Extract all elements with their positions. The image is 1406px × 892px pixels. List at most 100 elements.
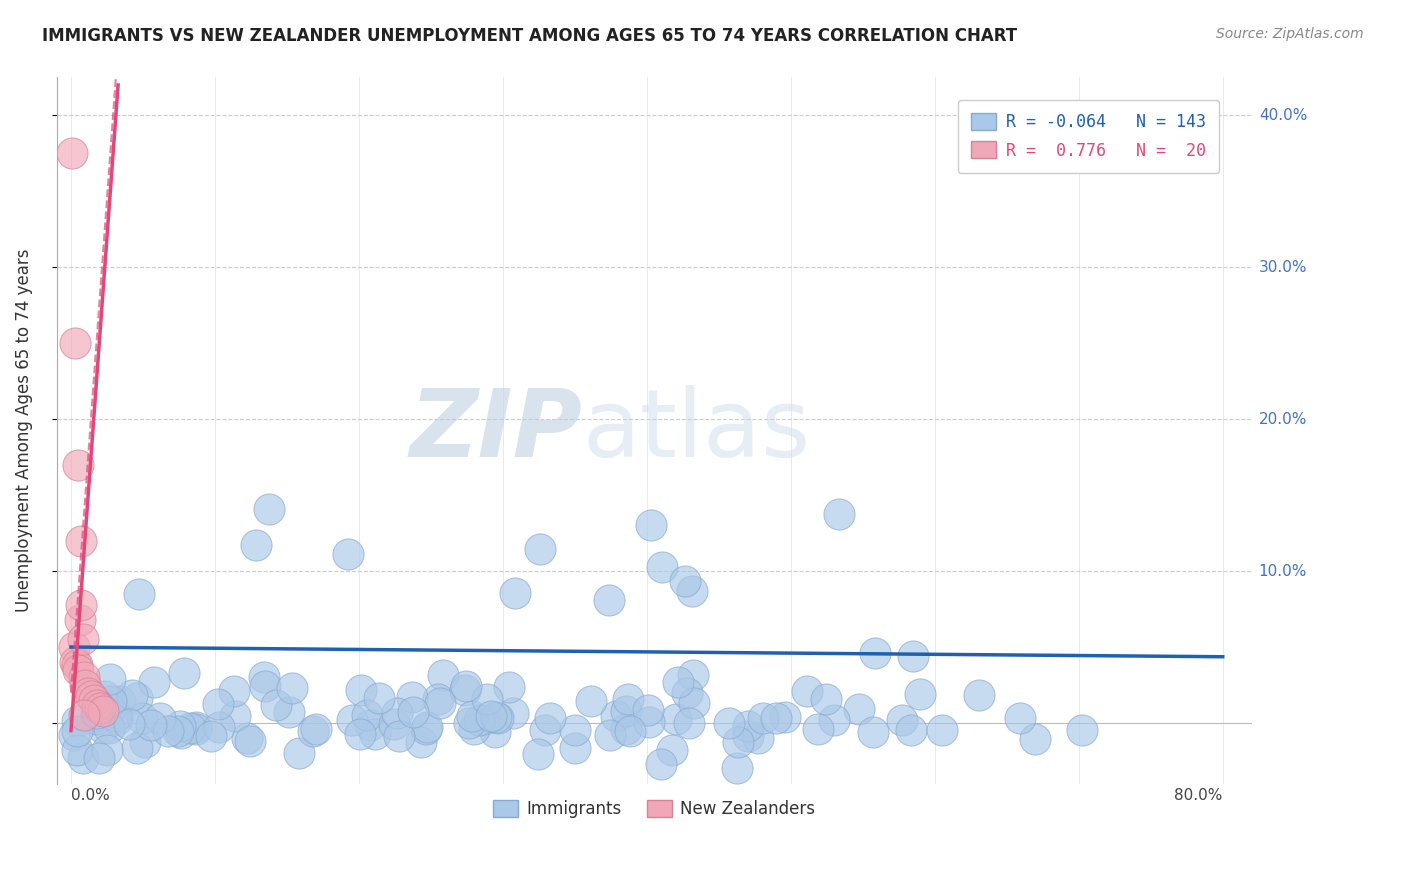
Point <box>502 706 524 720</box>
Point <box>823 713 845 727</box>
Point <box>747 731 769 745</box>
Point <box>678 715 700 730</box>
Point <box>86 698 108 712</box>
Point <box>429 696 451 710</box>
Point <box>264 698 287 713</box>
Point <box>86 712 108 726</box>
Point <box>254 680 277 694</box>
Point <box>75 678 97 692</box>
Point <box>807 723 830 737</box>
Point <box>665 712 688 726</box>
Point <box>66 724 89 739</box>
Point <box>773 710 796 724</box>
Point <box>751 711 773 725</box>
Point <box>967 688 990 702</box>
Point <box>166 724 188 739</box>
Point <box>86 697 108 711</box>
Point <box>467 713 489 727</box>
Point <box>278 705 301 719</box>
Point <box>67 663 90 677</box>
Point <box>411 734 433 748</box>
Point <box>416 720 439 734</box>
Point <box>579 694 602 708</box>
Point <box>725 761 748 775</box>
Point <box>564 741 586 756</box>
Point <box>614 723 637 737</box>
Point <box>359 718 381 732</box>
Point <box>208 720 231 734</box>
Point <box>169 719 191 733</box>
Point <box>848 702 870 716</box>
Point <box>100 694 122 708</box>
Point <box>143 675 166 690</box>
Point <box>737 719 759 733</box>
Point <box>139 718 162 732</box>
Point <box>533 723 555 737</box>
Point <box>676 686 699 700</box>
Point <box>727 735 749 749</box>
Point <box>1008 711 1031 725</box>
Point <box>336 547 359 561</box>
Point <box>128 587 150 601</box>
Y-axis label: Unemployment Among Ages 65 to 74 years: Unemployment Among Ages 65 to 74 years <box>15 249 32 612</box>
Point <box>118 717 141 731</box>
Point <box>105 712 128 726</box>
Point <box>485 710 508 724</box>
Text: 20.0%: 20.0% <box>1258 412 1308 426</box>
Point <box>89 700 111 714</box>
Point <box>93 689 115 703</box>
Point <box>63 640 86 654</box>
Point <box>67 458 90 472</box>
Point <box>340 713 363 727</box>
Point <box>382 717 405 731</box>
Point <box>100 701 122 715</box>
Point <box>538 711 561 725</box>
Point <box>350 683 373 698</box>
Point <box>364 726 387 740</box>
Point <box>564 723 586 738</box>
Point <box>901 649 924 664</box>
Point <box>89 750 111 764</box>
Point <box>245 538 267 552</box>
Point <box>1024 731 1046 746</box>
Point <box>304 723 326 737</box>
Point <box>619 724 641 739</box>
Point <box>718 715 741 730</box>
Text: ZIP: ZIP <box>409 384 582 476</box>
Point <box>96 743 118 757</box>
Point <box>458 715 481 730</box>
Point <box>650 757 672 772</box>
Point <box>65 336 87 351</box>
Point <box>427 691 450 706</box>
Point <box>66 658 89 673</box>
Point <box>173 665 195 680</box>
Point <box>908 687 931 701</box>
Point <box>222 684 245 698</box>
Point <box>156 723 179 738</box>
Point <box>486 711 509 725</box>
Point <box>72 751 94 765</box>
Point <box>617 691 640 706</box>
Point <box>673 574 696 588</box>
Point <box>86 706 108 720</box>
Point <box>62 146 84 161</box>
Text: 40.0%: 40.0% <box>1258 108 1308 123</box>
Point <box>456 679 478 693</box>
Point <box>472 713 495 727</box>
Point <box>131 711 153 725</box>
Point <box>401 690 423 705</box>
Point <box>98 672 121 686</box>
Point <box>80 689 103 703</box>
Point <box>239 734 262 748</box>
Point <box>598 592 620 607</box>
Point <box>63 728 86 742</box>
Point <box>184 722 207 736</box>
Text: 0.0%: 0.0% <box>72 789 110 804</box>
Text: IMMIGRANTS VS NEW ZEALANDER UNEMPLOYMENT AMONG AGES 65 TO 74 YEARS CORRELATION C: IMMIGRANTS VS NEW ZEALANDER UNEMPLOYMENT… <box>42 27 1018 45</box>
Point <box>415 722 437 736</box>
Point <box>224 708 246 723</box>
Point <box>149 711 172 725</box>
Point <box>681 584 703 599</box>
Point <box>796 683 818 698</box>
Point <box>72 632 94 647</box>
